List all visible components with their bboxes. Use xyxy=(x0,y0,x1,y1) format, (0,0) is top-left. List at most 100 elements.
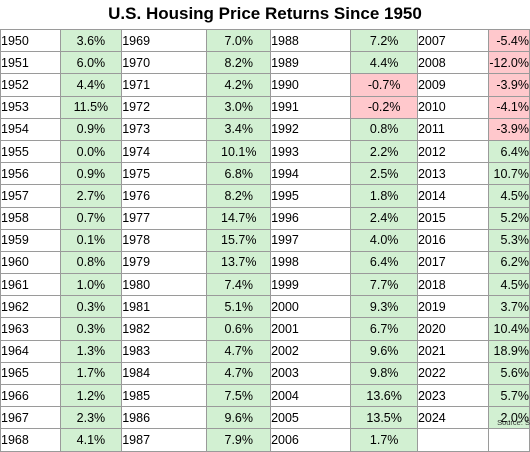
return-cell: 5.2% xyxy=(488,206,530,230)
year-cell: 1962 xyxy=(0,295,61,319)
table-row: 1951 6.0% 1970 8.2% 1989 4.4% 2008 -12.0% xyxy=(0,51,530,75)
return-cell: 8.2% xyxy=(206,51,272,75)
return-cell: 4.0% xyxy=(350,228,418,252)
year-cell: 1978 xyxy=(121,228,208,252)
year-cell: 1952 xyxy=(0,73,61,97)
year-cell: 2004 xyxy=(270,383,352,408)
return-cell: 4.7% xyxy=(206,361,272,386)
return-cell: 6.4% xyxy=(350,250,418,275)
return-cell: 4.1% xyxy=(59,428,123,452)
year-cell: 1974 xyxy=(121,139,208,164)
return-cell: 5.7% xyxy=(488,383,530,408)
return-cell: 0.8% xyxy=(59,250,123,275)
year-cell: 2008 xyxy=(416,51,490,75)
year-cell: 1958 xyxy=(0,206,61,230)
table-row: 1956 0.9% 1975 6.8% 1994 2.5% 2013 10.7% xyxy=(0,162,530,186)
year-cell: 1959 xyxy=(0,228,61,252)
year-cell: 1987 xyxy=(121,428,208,452)
year-cell: 1953 xyxy=(0,95,61,119)
table-row: 1966 1.2% 1985 7.5% 2004 13.6% 2023 5.7% xyxy=(0,383,530,408)
page-title: U.S. Housing Price Returns Since 1950 xyxy=(108,4,422,23)
year-cell: 1993 xyxy=(270,139,352,164)
year-cell: 2011 xyxy=(416,117,490,141)
table-row: 1959 0.1% 1978 15.7% 1997 4.0% 2016 5.3% xyxy=(0,228,530,252)
year-cell: 1972 xyxy=(121,95,208,119)
return-cell: 6.4% xyxy=(488,139,530,164)
return-cell: 7.9% xyxy=(206,428,272,452)
table-row: 1960 0.8% 1979 13.7% 1998 6.4% 2017 6.2% xyxy=(0,250,530,275)
return-cell: 1.8% xyxy=(350,184,418,208)
return-cell: 3.6% xyxy=(59,28,123,53)
year-cell: 1979 xyxy=(121,250,208,275)
year-cell: 1999 xyxy=(270,273,352,297)
return-cell: 0.9% xyxy=(59,162,123,186)
year-cell: 2015 xyxy=(416,206,490,230)
year-cell: 1977 xyxy=(121,206,208,230)
return-cell: 8.2% xyxy=(206,184,272,208)
year-cell: 1971 xyxy=(121,73,208,97)
return-cell: -3.9% xyxy=(488,117,530,141)
return-cell: 13.5% xyxy=(350,406,418,430)
year-cell: 1963 xyxy=(0,317,61,341)
return-cell: 13.6% xyxy=(350,383,418,408)
return-cell: 10.1% xyxy=(206,139,272,164)
year-cell: 2013 xyxy=(416,162,490,186)
return-cell: -5.4% xyxy=(488,28,530,53)
table-row: 1961 1.0% 1980 7.4% 1999 7.7% 2018 4.5% xyxy=(0,273,530,297)
year-cell: 1957 xyxy=(0,184,61,208)
return-cell: 2.2% xyxy=(350,139,418,164)
year-cell: 1985 xyxy=(121,383,208,408)
return-cell: 6.8% xyxy=(206,162,272,186)
year-cell: 2019 xyxy=(416,295,490,319)
table-row: 1964 1.3% 1983 4.7% 2002 9.6% 2021 18.9% xyxy=(0,339,530,363)
year-cell: 1992 xyxy=(270,117,352,141)
year-cell: 2017 xyxy=(416,250,490,275)
year-cell: 2018 xyxy=(416,273,490,297)
year-cell: 1997 xyxy=(270,228,352,252)
return-cell: 6.2% xyxy=(488,250,530,275)
return-cell: 2.4% xyxy=(350,206,418,230)
year-cell: 2003 xyxy=(270,361,352,386)
return-cell: 9.8% xyxy=(350,361,418,386)
year-cell: 1988 xyxy=(270,28,352,53)
year-cell: 1976 xyxy=(121,184,208,208)
returns-table: 1950 3.6% 1969 7.0% 1988 7.2% 2007 -5.4% 1951 6.0… xyxy=(0,28,530,452)
return-cell: 4.4% xyxy=(350,51,418,75)
return-cell: 7.2% xyxy=(350,28,418,53)
year-cell: 1960 xyxy=(0,250,61,275)
table-row: 1968 4.1% 1987 7.9% 2006 1.7% xyxy=(0,428,530,452)
year-cell: 2024 xyxy=(416,406,490,430)
return-cell: 4.4% xyxy=(59,73,123,97)
year-cell: 2022 xyxy=(416,361,490,386)
return-cell: 3.7% xyxy=(488,295,530,319)
year-cell: 2021 xyxy=(416,339,490,363)
return-cell: 1.7% xyxy=(350,428,418,452)
return-cell: 4.5% xyxy=(488,273,530,297)
return-cell: 3.4% xyxy=(206,117,272,141)
return-cell: 0.3% xyxy=(59,295,123,319)
table-row: 1950 3.6% 1969 7.0% 1988 7.2% 2007 -5.4% xyxy=(0,28,530,53)
return-cell: 10.4% xyxy=(488,317,530,341)
table-row: 1957 2.7% 1976 8.2% 1995 1.8% 2014 4.5% xyxy=(0,184,530,208)
year-cell: 2000 xyxy=(270,295,352,319)
return-cell: 9.6% xyxy=(350,339,418,363)
year-cell: 1994 xyxy=(270,162,352,186)
return-cell: 0.8% xyxy=(350,117,418,141)
return-cell: 2.7% xyxy=(59,184,123,208)
year-cell: 1973 xyxy=(121,117,208,141)
year-cell: 1966 xyxy=(0,383,61,408)
year-cell: 1951 xyxy=(0,51,61,75)
year-cell: 2016 xyxy=(416,228,490,252)
table-row: 1955 0.0% 1974 10.1% 1993 2.2% 2012 6.4% xyxy=(0,139,530,164)
year-cell: 1983 xyxy=(121,339,208,363)
year-cell: 2012 xyxy=(416,139,490,164)
return-cell: 3.0% xyxy=(206,95,272,119)
return-cell: 1.7% xyxy=(59,361,123,386)
return-cell: 2.3% xyxy=(59,406,123,430)
year-cell: 1982 xyxy=(121,317,208,341)
return-cell: 7.0% xyxy=(206,28,272,53)
return-cell: 0.3% xyxy=(59,317,123,341)
year-cell: 2014 xyxy=(416,184,490,208)
year-cell: 1991 xyxy=(270,95,352,119)
return-cell: 5.3% xyxy=(488,228,530,252)
